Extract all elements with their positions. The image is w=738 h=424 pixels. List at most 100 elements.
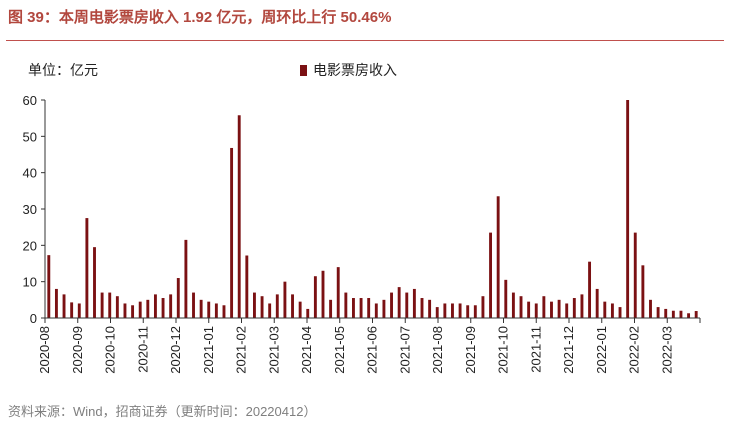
y-tick-label: 0: [30, 311, 37, 326]
y-tick-label: 30: [23, 202, 37, 217]
bar: [253, 292, 256, 318]
bar: [496, 196, 500, 318]
bar: [519, 296, 523, 318]
bar: [458, 303, 462, 318]
bar: [382, 299, 386, 318]
bar: [489, 232, 492, 318]
bar: [62, 294, 66, 318]
bar: [214, 303, 218, 318]
bar: [199, 299, 203, 318]
bar: [275, 294, 279, 318]
source-note: 资料来源：Wind，招商证券（更新时间：20220412）: [8, 404, 317, 419]
chart-legend: 电影票房收入: [300, 60, 397, 80]
y-tick-label: 20: [23, 238, 37, 253]
bar: [47, 255, 51, 318]
bar: [473, 305, 477, 318]
bar: [115, 296, 119, 318]
x-tick-label: 2022-03: [659, 326, 674, 374]
bar: [359, 298, 363, 318]
bar: [367, 298, 371, 318]
bar: [603, 301, 607, 318]
bar: [77, 303, 81, 318]
bar: [93, 247, 96, 318]
bar: [54, 288, 58, 318]
bar: [572, 298, 576, 318]
bar: [443, 303, 447, 318]
bar: [504, 279, 508, 318]
x-tick-label: 2022-02: [627, 326, 642, 374]
bar: [580, 294, 584, 318]
bar: [161, 298, 165, 318]
bar: [565, 303, 569, 318]
bar: [534, 303, 538, 318]
bar: [428, 299, 432, 318]
bar: [85, 218, 89, 318]
bar: [222, 305, 226, 318]
bar: [557, 299, 561, 318]
bar: [610, 303, 614, 318]
y-tick-label: 10: [23, 275, 37, 290]
bar: [146, 299, 150, 318]
bar: [390, 292, 393, 318]
bar: [588, 261, 592, 318]
bar: [412, 288, 416, 318]
bar: [466, 305, 470, 318]
bar: [595, 288, 599, 318]
bar: [268, 303, 272, 318]
bar: [108, 292, 112, 318]
bar: [207, 301, 211, 318]
bar: [626, 100, 630, 318]
x-tick-label: 2021-01: [201, 326, 216, 374]
bar: [100, 292, 104, 318]
bar: [344, 292, 348, 318]
x-tick-label: 2021-02: [234, 326, 249, 374]
x-tick-label: 2021-09: [463, 326, 478, 374]
bar: [481, 296, 485, 318]
x-tick-label: 2020-09: [70, 326, 85, 374]
bar: [420, 298, 424, 318]
title-divider: [6, 40, 724, 41]
y-tick-label: 50: [23, 129, 37, 144]
bar: [687, 313, 691, 318]
x-tick-label: 2021-04: [299, 326, 314, 374]
x-tick-label: 2021-03: [266, 326, 281, 374]
bar: [192, 292, 195, 318]
bar: [237, 115, 241, 318]
x-tick-label: 2021-12: [561, 326, 576, 374]
bar: [664, 308, 668, 318]
x-tick-label: 2021-05: [332, 326, 347, 374]
bar: [435, 307, 439, 318]
x-tick-label: 2020-12: [168, 326, 183, 374]
x-tick-label: 2020-11: [135, 326, 150, 373]
bar: [679, 310, 683, 318]
x-tick-label: 2021-11: [528, 326, 543, 373]
legend-label: 电影票房收入: [313, 62, 397, 78]
bar: [374, 303, 378, 318]
bar: [542, 296, 546, 318]
bar: [283, 281, 287, 318]
bar: [656, 307, 660, 318]
bar: [169, 294, 173, 318]
bar: [550, 301, 553, 318]
x-tick-label: 2020-08: [37, 326, 52, 374]
bar: [649, 299, 652, 318]
bar: [694, 311, 698, 318]
bar: [321, 270, 325, 318]
x-tick-label: 2020-10: [103, 326, 118, 374]
bar: [260, 296, 264, 318]
bar: [352, 298, 355, 318]
chart-title: 图 39：本周电影票房收入 1.92 亿元，周环比上行 50.46%: [8, 9, 392, 26]
bar: [527, 301, 531, 318]
bar: [184, 239, 188, 318]
unit-label: 单位：亿元: [28, 62, 98, 78]
bar: [671, 310, 675, 318]
bar: [138, 301, 142, 318]
bar: [451, 303, 454, 318]
bar: [313, 276, 317, 318]
bar: [123, 303, 127, 318]
bar: [153, 294, 157, 318]
x-tick-label: 2021-08: [430, 326, 445, 374]
x-tick-label: 2021-10: [496, 326, 511, 374]
x-tick-label: 2021-07: [397, 326, 412, 374]
bar: [405, 292, 409, 318]
